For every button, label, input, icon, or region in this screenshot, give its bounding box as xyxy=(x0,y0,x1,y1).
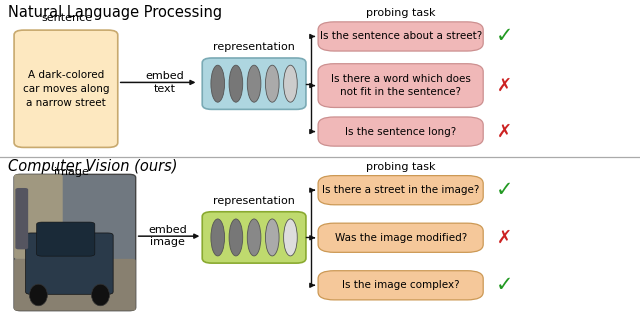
Ellipse shape xyxy=(211,65,225,102)
FancyBboxPatch shape xyxy=(36,222,95,256)
FancyBboxPatch shape xyxy=(14,174,63,259)
Text: embed
text: embed text xyxy=(146,71,184,94)
Text: ✗: ✗ xyxy=(497,229,512,247)
FancyArrowPatch shape xyxy=(310,283,314,287)
FancyArrowPatch shape xyxy=(310,236,314,240)
Text: representation: representation xyxy=(213,42,295,52)
Ellipse shape xyxy=(284,65,297,102)
FancyArrowPatch shape xyxy=(310,35,314,38)
FancyBboxPatch shape xyxy=(318,22,483,51)
FancyBboxPatch shape xyxy=(318,271,483,300)
Text: representation: representation xyxy=(213,196,295,206)
Text: ✓: ✓ xyxy=(495,180,513,200)
FancyBboxPatch shape xyxy=(318,64,483,107)
Ellipse shape xyxy=(247,65,261,102)
Ellipse shape xyxy=(247,219,261,256)
Text: A dark-colored
car moves along
a narrow street: A dark-colored car moves along a narrow … xyxy=(22,70,109,108)
Text: ✗: ✗ xyxy=(497,77,512,94)
Text: probing task: probing task xyxy=(366,8,435,18)
Text: Is there a street in the image?: Is there a street in the image? xyxy=(322,185,479,195)
Text: Is there a word which does
not fit in the sentence?: Is there a word which does not fit in th… xyxy=(331,74,470,97)
Ellipse shape xyxy=(229,219,243,256)
Text: image: image xyxy=(54,167,89,177)
Text: ✓: ✓ xyxy=(495,275,513,295)
FancyBboxPatch shape xyxy=(14,30,118,147)
FancyBboxPatch shape xyxy=(202,58,306,109)
FancyBboxPatch shape xyxy=(318,223,483,252)
Ellipse shape xyxy=(92,284,109,306)
FancyArrowPatch shape xyxy=(138,234,198,238)
Text: probing task: probing task xyxy=(366,162,435,172)
Text: Is the sentence about a street?: Is the sentence about a street? xyxy=(319,31,482,42)
FancyArrowPatch shape xyxy=(310,188,314,192)
Text: Is the sentence long?: Is the sentence long? xyxy=(345,126,456,137)
FancyBboxPatch shape xyxy=(14,174,136,311)
Ellipse shape xyxy=(266,219,279,256)
Text: Was the image modified?: Was the image modified? xyxy=(335,233,467,243)
FancyBboxPatch shape xyxy=(318,176,483,205)
Ellipse shape xyxy=(211,219,225,256)
Text: Is the image complex?: Is the image complex? xyxy=(342,280,460,290)
Text: ✓: ✓ xyxy=(495,26,513,47)
Text: sentence: sentence xyxy=(42,13,93,23)
FancyArrowPatch shape xyxy=(310,84,314,87)
FancyBboxPatch shape xyxy=(15,188,28,249)
FancyBboxPatch shape xyxy=(202,212,306,263)
Text: embed
image: embed image xyxy=(148,225,187,247)
FancyArrowPatch shape xyxy=(120,81,194,84)
FancyBboxPatch shape xyxy=(14,259,136,311)
Text: ✗: ✗ xyxy=(497,123,512,140)
Ellipse shape xyxy=(266,65,279,102)
Ellipse shape xyxy=(284,219,297,256)
FancyBboxPatch shape xyxy=(26,233,113,294)
FancyArrowPatch shape xyxy=(310,130,314,133)
FancyBboxPatch shape xyxy=(318,117,483,146)
Ellipse shape xyxy=(229,65,243,102)
Text: Natural Language Processing: Natural Language Processing xyxy=(8,5,222,20)
Ellipse shape xyxy=(29,284,47,306)
Text: Computer Vision (ours): Computer Vision (ours) xyxy=(8,159,177,174)
